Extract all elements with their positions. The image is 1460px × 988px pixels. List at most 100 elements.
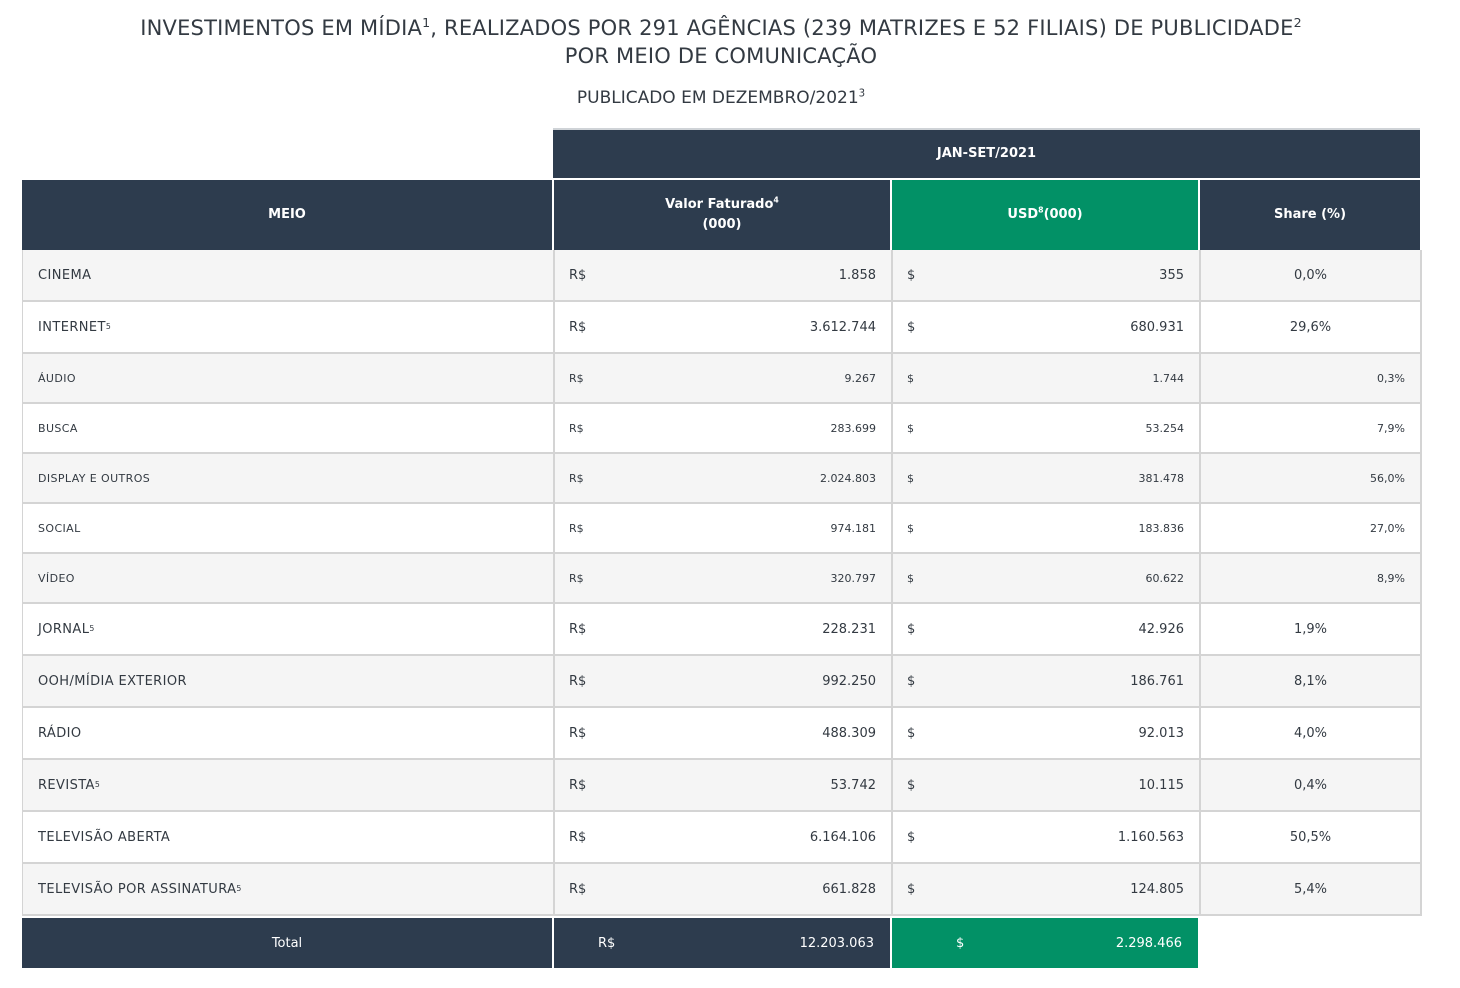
- currency-brl: R$: [569, 571, 584, 585]
- meio-label: OOH/MÍDIA EXTERIOR: [38, 673, 187, 689]
- cell-valor-faturado: R$ 974.181: [553, 504, 891, 552]
- currency-brl: R$: [569, 421, 584, 435]
- total-usd: $ 2.298.466: [892, 918, 1198, 968]
- cell-usd: $124.805: [891, 864, 1199, 914]
- cell-usd: $60.622: [891, 554, 1199, 602]
- cell-share: 56,0%: [1199, 454, 1420, 502]
- currency-brl: R$: [569, 829, 587, 845]
- meio-label: TELEVISÃO ABERTA: [38, 829, 171, 845]
- page-title: INVESTIMENTOS EM MÍDIA1, REALIZADOS POR …: [0, 14, 1442, 70]
- share-value: 29,6%: [1289, 319, 1332, 335]
- cell-share: 8,9%: [1199, 554, 1420, 602]
- usd-amount: 680.931: [1130, 319, 1184, 335]
- share-value: 8,1%: [1293, 673, 1328, 689]
- currency-usd: $: [907, 725, 916, 741]
- cell-meio: CINEMA: [23, 250, 553, 300]
- cell-usd: $183.836: [891, 504, 1199, 552]
- cell-usd: $42.926: [891, 604, 1199, 654]
- cell-meio: JORNAL 5: [38, 621, 95, 637]
- currency-usd: $: [907, 421, 914, 435]
- column-header-valor-faturado: Valor Faturado4 (000): [554, 180, 890, 250]
- cell-valor-faturado: R$ 992.250: [553, 656, 891, 706]
- table-row: SOCIAL R$ 974.181 $183.836 27,0%: [22, 504, 1422, 554]
- total-valor-amount: 12.203.063: [799, 935, 874, 951]
- usd-amount: 355: [1159, 267, 1184, 283]
- cell-meio: SOCIAL: [23, 504, 553, 552]
- cell-valor-faturado: R$ 488.309: [553, 708, 891, 758]
- table-row: CINEMA R$ 1.858 $355 0,0%: [22, 250, 1422, 302]
- usd-amount: 92.013: [1138, 725, 1185, 741]
- currency-brl: R$: [569, 881, 587, 897]
- cell-share: 50,5%: [1199, 812, 1420, 862]
- currency-usd: $: [907, 829, 916, 845]
- valor-amount: 9.267: [844, 371, 877, 385]
- currency-usd: $: [907, 521, 914, 535]
- table-row: OOH/MÍDIA EXTERIOR R$ 992.250 $186.761 8,1%: [22, 656, 1422, 708]
- cell-meio: DISPLAY E OUTROS: [23, 454, 553, 502]
- share-value: 1,9%: [1293, 621, 1328, 637]
- table-row: REVISTA 5 R$ 53.742 $10.115 0,4%: [22, 760, 1422, 812]
- column-header-meio: MEIO: [22, 180, 552, 250]
- cell-meio: REVISTA 5: [38, 777, 101, 793]
- meio-label: SOCIAL: [38, 521, 81, 535]
- cell-valor-faturado: R$ 1.858: [553, 250, 891, 300]
- meio-label: CINEMA: [38, 267, 92, 283]
- currency-brl: R$: [569, 319, 587, 335]
- usd-amount: 1.744: [1152, 371, 1185, 385]
- cell-meio: TELEVISÃO POR ASSINATURA 5: [38, 881, 242, 897]
- table-row: RÁDIO R$ 488.309 $92.013 4,0%: [22, 708, 1422, 760]
- period-header: JAN-SET/2021: [553, 128, 1420, 178]
- table-row: BUSCA R$ 283.699 $53.254 7,9%: [22, 404, 1422, 454]
- cell-usd: $680.931: [891, 302, 1199, 352]
- cell-valor-faturado: R$ 53.742: [553, 760, 891, 810]
- meio-label: REVISTA: [38, 777, 95, 793]
- usd-amount: 1.160.563: [1117, 829, 1184, 845]
- valor-amount: 1.858: [838, 267, 876, 283]
- table-row: ÁUDIO R$ 9.267 $1.744 0,3%: [22, 354, 1422, 404]
- currency-brl: R$: [569, 673, 587, 689]
- valor-amount: 974.181: [830, 521, 877, 535]
- meio-label: DISPLAY E OUTROS: [38, 471, 151, 485]
- share-value: 56,0%: [1370, 471, 1405, 485]
- cell-usd: $186.761: [891, 656, 1199, 706]
- valor-amount: 283.699: [830, 421, 877, 435]
- currency-usd: $: [907, 621, 916, 637]
- page-subtitle: PUBLICADO EM DEZEMBRO/20213: [576, 88, 866, 108]
- usd-amount: 53.254: [1145, 421, 1185, 435]
- title-line-2: POR MEIO DE COMUNICAÇÃO: [564, 44, 878, 68]
- share-value: 0,0%: [1293, 267, 1328, 283]
- usd-amount: 124.805: [1130, 881, 1184, 897]
- cell-usd: $10.115: [891, 760, 1199, 810]
- valor-amount: 320.797: [830, 571, 877, 585]
- share-value: 5,4%: [1293, 881, 1328, 897]
- valor-amount: 228.231: [822, 621, 876, 637]
- meio-label: VÍDEO: [38, 571, 75, 585]
- currency-usd: $: [907, 881, 916, 897]
- valor-amount: 661.828: [822, 881, 876, 897]
- cell-share: 0,3%: [1199, 354, 1420, 402]
- total-usd-currency: $: [956, 935, 965, 951]
- currency-brl: R$: [569, 521, 584, 535]
- cell-usd: $381.478: [891, 454, 1199, 502]
- cell-share: 0,0%: [1199, 250, 1420, 300]
- cell-share: 8,1%: [1199, 656, 1420, 706]
- table-row: JORNAL 5 R$ 228.231 $42.926 1,9%: [22, 604, 1422, 656]
- cell-valor-faturado: R$ 320.797: [553, 554, 891, 602]
- cell-usd: $92.013: [891, 708, 1199, 758]
- column-header-share: Share (%): [1200, 180, 1420, 250]
- cell-share: 0,4%: [1199, 760, 1420, 810]
- valor-amount: 53.742: [830, 777, 877, 793]
- meio-label: BUSCA: [38, 421, 78, 435]
- currency-brl: R$: [569, 777, 587, 793]
- total-valor-currency: R$: [598, 935, 616, 951]
- share-value: 0,4%: [1293, 777, 1328, 793]
- cell-valor-faturado: R$ 2.024.803: [553, 454, 891, 502]
- cell-share: 5,4%: [1199, 864, 1420, 914]
- usd-amount: 186.761: [1130, 673, 1184, 689]
- cell-valor-faturado: R$ 283.699: [553, 404, 891, 452]
- cell-share: 27,0%: [1199, 504, 1420, 552]
- cell-usd: $1.744: [891, 354, 1199, 402]
- share-value: 7,9%: [1377, 421, 1405, 435]
- cell-share: 4,0%: [1199, 708, 1420, 758]
- cell-valor-faturado: R$ 3.612.744: [553, 302, 891, 352]
